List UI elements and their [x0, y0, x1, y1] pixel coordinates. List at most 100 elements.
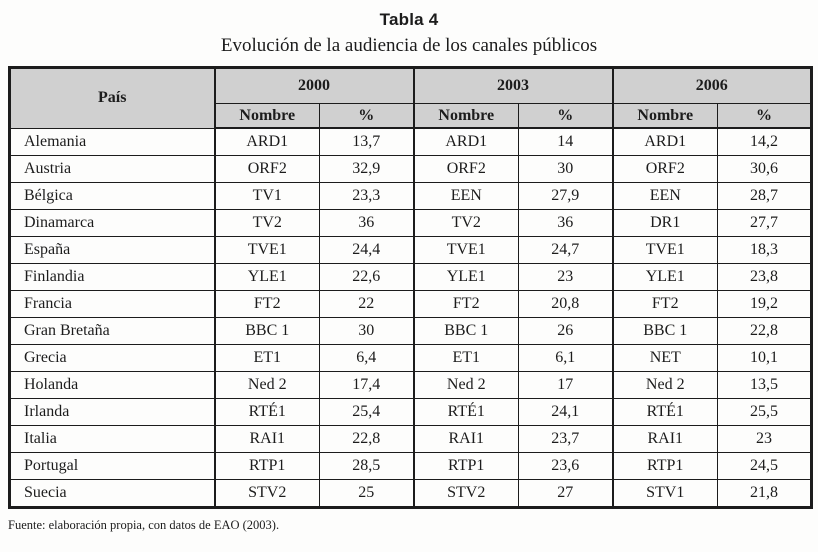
channel-2003-cell: RAI1	[412, 425, 519, 453]
channel-2000-cell: YLE1	[213, 263, 320, 291]
pct-2006-cell: 10,1	[717, 344, 812, 372]
channel-2000-cell: TVE1	[213, 236, 320, 264]
table-row: Italia RAI1 22,8 RAI1 23,7 RAI1 23	[9, 425, 812, 453]
channel-2003-cell: TV2	[412, 209, 519, 237]
pct-2000-cell: 30	[319, 317, 414, 345]
channel-2003-cell: ORF2	[412, 155, 519, 183]
table-row: Irlanda RTÉ1 25,4 RTÉ1 24,1 RTÉ1 25,5	[9, 398, 812, 426]
subheader-pct-2006: %	[717, 103, 812, 129]
year-header-row: País 2000 2003 2006	[9, 67, 812, 129]
channel-2000-cell: RTP1	[213, 452, 320, 480]
country-cell: Portugal	[9, 452, 215, 480]
pct-2003-cell: 17	[518, 371, 613, 399]
country-cell: Alemania	[9, 127, 215, 156]
channel-2006-cell: ARD1	[611, 127, 718, 156]
subheader-pct-2003: %	[518, 103, 613, 129]
subheader-pct-2000: %	[319, 103, 414, 129]
pct-2000-cell: 36	[319, 209, 414, 237]
channel-2000-cell: STV2	[213, 479, 320, 508]
country-cell: Holanda	[9, 371, 215, 399]
channel-2006-cell: YLE1	[611, 263, 718, 291]
table-row: Grecia ET1 6,4 ET1 6,1 NET 10,1	[9, 344, 812, 372]
subheader-nombre-2006: Nombre	[611, 103, 718, 129]
pct-2003-cell: 24,1	[518, 398, 613, 426]
pct-2000-cell: 17,4	[319, 371, 414, 399]
pct-2003-cell: 27	[518, 479, 613, 508]
channel-2006-cell: RTP1	[611, 452, 718, 480]
pct-2006-cell: 13,5	[717, 371, 812, 399]
channel-2003-cell: BBC 1	[412, 317, 519, 345]
pct-2006-cell: 22,8	[717, 317, 812, 345]
source-note: Fuente: elaboración propia, con datos de…	[8, 518, 280, 532]
pct-2000-cell: 6,4	[319, 344, 414, 372]
channel-2000-cell: RTÉ1	[213, 398, 320, 426]
header-year-2006: 2006	[611, 67, 812, 104]
channel-2000-cell: ET1	[213, 344, 320, 372]
pct-2006-cell: 24,5	[717, 452, 812, 480]
pct-2003-cell: 23	[518, 263, 613, 291]
channel-2000-cell: Ned 2	[213, 371, 320, 399]
country-cell: Dinamarca	[9, 209, 215, 237]
pct-2003-cell: 30	[518, 155, 613, 183]
channel-2006-cell: RTÉ1	[611, 398, 718, 426]
channel-2000-cell: ARD1	[213, 127, 320, 156]
pct-2000-cell: 22,6	[319, 263, 414, 291]
header-country: País	[9, 67, 215, 129]
pct-2000-cell: 25	[319, 479, 414, 508]
pct-2003-cell: 23,7	[518, 425, 613, 453]
channel-2006-cell: BBC 1	[611, 317, 718, 345]
table-row: Alemania ARD1 13,7 ARD1 14 ARD1 14,2	[9, 127, 812, 156]
pct-2003-cell: 24,7	[518, 236, 613, 264]
pct-2000-cell: 22,8	[319, 425, 414, 453]
pct-2000-cell: 13,7	[319, 127, 414, 156]
channel-2003-cell: RTÉ1	[412, 398, 519, 426]
country-cell: Gran Bretaña	[9, 317, 215, 345]
table-row: Francia FT2 22 FT2 20,8 FT2 19,2	[9, 290, 812, 318]
pct-2000-cell: 32,9	[319, 155, 414, 183]
pct-2006-cell: 19,2	[717, 290, 812, 318]
pct-2000-cell: 28,5	[319, 452, 414, 480]
header-year-2000: 2000	[213, 67, 414, 104]
pct-2006-cell: 28,7	[717, 182, 812, 210]
table-row: Finlandia YLE1 22,6 YLE1 23 YLE1 23,8	[9, 263, 812, 291]
table-row: Holanda Ned 2 17,4 Ned 2 17 Ned 2 13,5	[9, 371, 812, 399]
channel-2003-cell: STV2	[412, 479, 519, 508]
pct-2006-cell: 18,3	[717, 236, 812, 264]
table-row: Bélgica TV1 23,3 EEN 27,9 EEN 28,7	[9, 182, 812, 210]
channel-2006-cell: FT2	[611, 290, 718, 318]
pct-2003-cell: 20,8	[518, 290, 613, 318]
channel-2003-cell: ET1	[412, 344, 519, 372]
pct-2006-cell: 23	[717, 425, 812, 453]
country-cell: Italia	[9, 425, 215, 453]
channel-2006-cell: ORF2	[611, 155, 718, 183]
pct-2000-cell: 23,3	[319, 182, 414, 210]
channel-2006-cell: STV1	[611, 479, 718, 508]
country-cell: España	[9, 236, 215, 264]
channel-2006-cell: EEN	[611, 182, 718, 210]
pct-2003-cell: 36	[518, 209, 613, 237]
pct-2006-cell: 14,2	[717, 127, 812, 156]
country-cell: Austria	[9, 155, 215, 183]
pct-2006-cell: 27,7	[717, 209, 812, 237]
table-row: Suecia STV2 25 STV2 27 STV1 21,8	[9, 479, 812, 508]
table-body: Alemania ARD1 13,7 ARD1 14 ARD1 14,2 Aus…	[9, 127, 812, 508]
channel-2006-cell: RAI1	[611, 425, 718, 453]
page-subtitle: Evolución de la audiencia de los canales…	[220, 35, 598, 56]
country-cell: Suecia	[9, 479, 215, 508]
channel-2003-cell: FT2	[412, 290, 519, 318]
channel-2006-cell: TVE1	[611, 236, 718, 264]
subheader-nombre-2003: Nombre	[412, 103, 519, 129]
pct-2006-cell: 21,8	[717, 479, 812, 508]
channel-2006-cell: NET	[611, 344, 718, 372]
table-row: Dinamarca TV2 36 TV2 36 DR1 27,7	[9, 209, 812, 237]
table-header: País 2000 2003 2006 Nombre % Nombre % No…	[9, 67, 812, 129]
page-title: Tabla 4	[379, 10, 439, 29]
pct-2003-cell: 14	[518, 127, 613, 156]
country-cell: Grecia	[9, 344, 215, 372]
pct-2003-cell: 26	[518, 317, 613, 345]
pct-2006-cell: 23,8	[717, 263, 812, 291]
channel-2000-cell: RAI1	[213, 425, 320, 453]
channel-2003-cell: RTP1	[412, 452, 519, 480]
audience-table: País 2000 2003 2006 Nombre % Nombre % No…	[8, 66, 813, 509]
table-row: España TVE1 24,4 TVE1 24,7 TVE1 18,3	[9, 236, 812, 264]
